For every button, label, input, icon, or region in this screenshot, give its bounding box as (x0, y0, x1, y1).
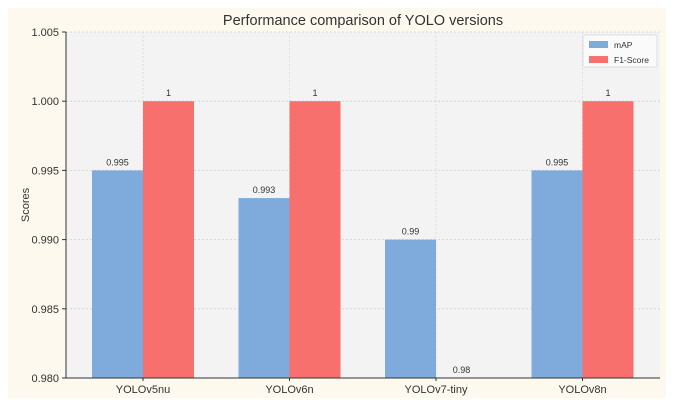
legend-swatch (589, 41, 608, 48)
data-label: 0.995 (106, 157, 129, 167)
bar-map (531, 170, 583, 378)
x-tick-label: YOLOv8n (558, 384, 606, 396)
y-tick-label: 0.985 (31, 304, 59, 316)
bar-f1-score (289, 101, 341, 378)
data-label: 0.98 (453, 365, 471, 375)
data-label: 0.993 (253, 185, 276, 195)
y-axis-label: Scores (20, 187, 32, 222)
bar-f1-score (143, 101, 194, 378)
chart-title: Performance comparison of YOLO versions (223, 13, 503, 29)
y-tick-label: 0.980 (31, 373, 59, 385)
data-label: 0.99 (402, 227, 420, 237)
y-tick-label: 0.995 (31, 165, 59, 177)
bar-map (238, 198, 290, 378)
x-tick-label: YOLOv6n (265, 384, 313, 396)
x-tick-label: YOLOv7-tiny (405, 384, 468, 396)
y-tick-label: 1.000 (31, 96, 59, 108)
y-tick-label: 0.990 (31, 235, 59, 247)
y-tick-label: 1.005 (31, 27, 59, 39)
legend-label: F1-Score (614, 55, 649, 65)
legend: mAP F1-Score (582, 34, 658, 68)
bar-map (385, 239, 436, 378)
bar-f1-score (582, 101, 634, 378)
data-label: 1 (312, 88, 317, 98)
data-label: 1 (166, 88, 171, 98)
data-label: 0.995 (546, 157, 569, 167)
legend-label: mAP (614, 40, 633, 50)
bar-map (92, 170, 143, 378)
x-tick-label: YOLOv5nu (116, 384, 170, 396)
data-label: 1 (605, 88, 610, 98)
legend-swatch (589, 56, 608, 63)
